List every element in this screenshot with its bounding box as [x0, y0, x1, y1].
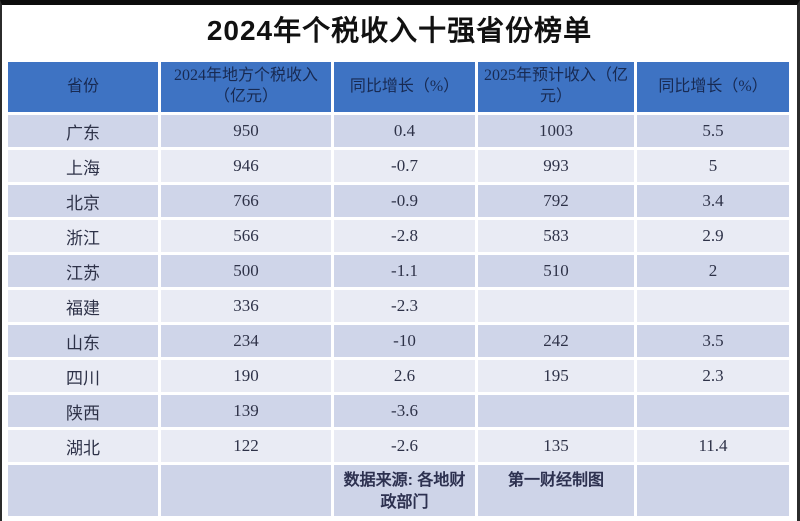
cell-yoy-2024: 0.4: [334, 115, 475, 147]
cell-province: 浙江: [8, 220, 158, 252]
cell-yoy-2025: 5: [637, 150, 789, 182]
cell-yoy-2024: -2.3: [334, 290, 475, 322]
footer-row: 数据来源: 各地财政部门 第一财经制图: [8, 465, 789, 516]
cell-income-2024: 950: [161, 115, 331, 147]
cell-income-2024: 500: [161, 255, 331, 287]
table-row-hubei: 湖北 122 -2.6 135 11.4: [8, 430, 789, 462]
table-row-zhejiang: 浙江 566 -2.8 583 2.9: [8, 220, 789, 252]
cell-yoy-2025: 5.5: [637, 115, 789, 147]
cell-province: 上海: [8, 150, 158, 182]
cell-income-2024: 234: [161, 325, 331, 357]
col-header-yoy-2025: 同比增长（%）: [637, 62, 789, 112]
cell-yoy-2024: -0.9: [334, 185, 475, 217]
cell-income-2024: 566: [161, 220, 331, 252]
data-source-note: 数据来源: 各地财政部门: [334, 465, 475, 516]
cell-yoy-2024: -2.8: [334, 220, 475, 252]
cell-province: 北京: [8, 185, 158, 217]
cell-yoy-2024: -2.6: [334, 430, 475, 462]
cell-province: 陕西: [8, 395, 158, 427]
cell-yoy-2025: 3.5: [637, 325, 789, 357]
cell-income-2025: 195: [478, 360, 634, 392]
col-header-province: 省份: [8, 62, 158, 112]
cell-province: 江苏: [8, 255, 158, 287]
footer-empty-cell: [637, 465, 789, 516]
table-row-jiangsu: 江苏 500 -1.1 510 2: [8, 255, 789, 287]
table-row-shanghai: 上海 946 -0.7 993 5: [8, 150, 789, 182]
table-row-beijing: 北京 766 -0.9 792 3.4: [8, 185, 789, 217]
table-row-guangdong: 广东 950 0.4 1003 5.5: [8, 115, 789, 147]
cell-yoy-2025: [637, 395, 789, 427]
ranking-table: 省份 2024年地方个税收入（亿元） 同比增长（%） 2025年预计收入（亿元）…: [5, 59, 792, 519]
cell-yoy-2024: -0.7: [334, 150, 475, 182]
cell-income-2024: 122: [161, 430, 331, 462]
col-header-income-2025: 2025年预计收入（亿元）: [478, 62, 634, 112]
cell-province: 山东: [8, 325, 158, 357]
page-title: 2024年个税收入十强省份榜单: [206, 15, 593, 46]
footer-empty-cell: [161, 465, 331, 516]
cell-income-2025: 1003: [478, 115, 634, 147]
cell-income-2025: [478, 395, 634, 427]
cell-income-2024: 336: [161, 290, 331, 322]
cell-yoy-2025: 2.9: [637, 220, 789, 252]
footer-empty-cell: [8, 465, 158, 516]
cell-yoy-2025: [637, 290, 789, 322]
col-header-yoy-2024: 同比增长（%）: [334, 62, 475, 112]
cell-income-2024: 190: [161, 360, 331, 392]
cell-province: 四川: [8, 360, 158, 392]
table-row-shaanxi: 陕西 139 -3.6: [8, 395, 789, 427]
cell-yoy-2025: 3.4: [637, 185, 789, 217]
tax-ranking-infographic: 2024年个税收入十强省份榜单 省份 2024年地方个税收入（亿元） 同比增长（…: [2, 11, 797, 519]
cell-yoy-2024: -10: [334, 325, 475, 357]
cell-yoy-2025: 2: [637, 255, 789, 287]
cell-yoy-2024: -3.6: [334, 395, 475, 427]
cell-income-2024: 946: [161, 150, 331, 182]
table-row-shandong: 山东 234 -10 242 3.5: [8, 325, 789, 357]
table-row-fujian: 福建 336 -2.3: [8, 290, 789, 322]
cell-income-2025: 242: [478, 325, 634, 357]
cell-yoy-2025: 11.4: [637, 430, 789, 462]
cell-income-2025: [478, 290, 634, 322]
cell-income-2024: 766: [161, 185, 331, 217]
cell-province: 湖北: [8, 430, 158, 462]
cell-income-2024: 139: [161, 395, 331, 427]
cell-income-2025: 510: [478, 255, 634, 287]
header-row: 省份 2024年地方个税收入（亿元） 同比增长（%） 2025年预计收入（亿元）…: [8, 62, 789, 112]
cell-province: 广东: [8, 115, 158, 147]
cell-income-2025: 583: [478, 220, 634, 252]
table-row-sichuan: 四川 190 2.6 195 2.3: [8, 360, 789, 392]
cell-income-2025: 792: [478, 185, 634, 217]
col-header-income-2024: 2024年地方个税收入（亿元）: [161, 62, 331, 112]
cell-yoy-2024: -1.1: [334, 255, 475, 287]
cell-income-2025: 993: [478, 150, 634, 182]
cell-yoy-2025: 2.3: [637, 360, 789, 392]
cell-yoy-2024: 2.6: [334, 360, 475, 392]
credit-note: 第一财经制图: [478, 465, 634, 516]
cell-province: 福建: [8, 290, 158, 322]
cell-income-2025: 135: [478, 430, 634, 462]
